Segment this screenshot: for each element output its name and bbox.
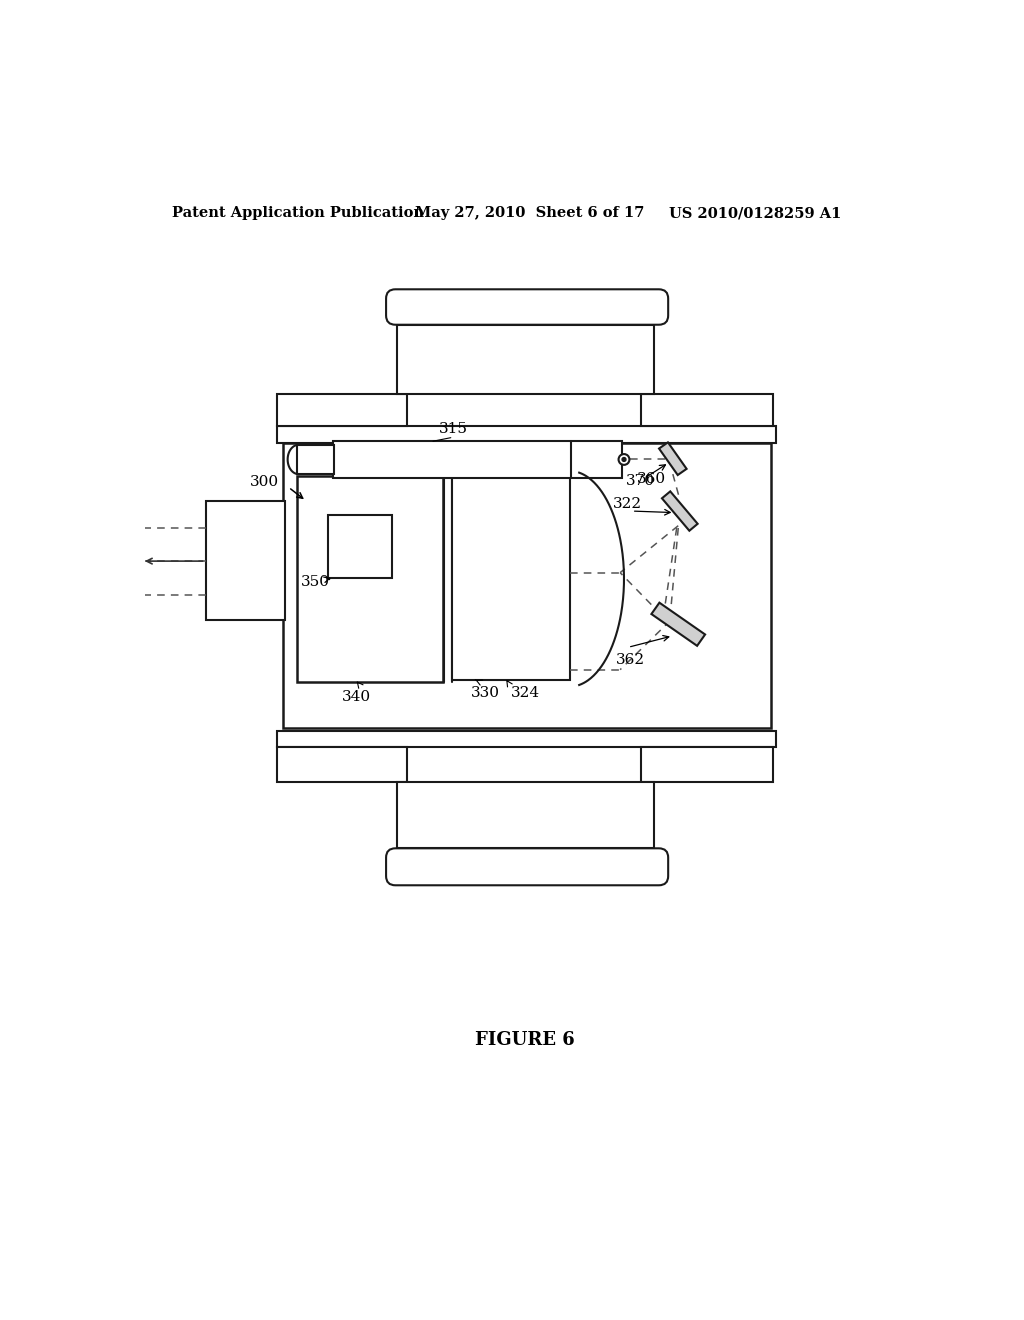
- Bar: [297, 445, 334, 474]
- Bar: [276, 426, 776, 444]
- Text: 362: 362: [616, 653, 645, 667]
- Text: FIGURE 6: FIGURE 6: [475, 1031, 574, 1049]
- Polygon shape: [651, 603, 706, 645]
- Bar: [641, 747, 773, 781]
- Text: 340: 340: [342, 689, 371, 704]
- Circle shape: [622, 458, 626, 462]
- Bar: [334, 441, 622, 478]
- Bar: [297, 475, 442, 682]
- Bar: [276, 395, 407, 426]
- Text: May 27, 2010  Sheet 6 of 17: May 27, 2010 Sheet 6 of 17: [415, 206, 644, 220]
- Bar: [328, 515, 391, 578]
- Text: Patent Application Publication: Patent Application Publication: [172, 206, 424, 220]
- Bar: [276, 730, 776, 747]
- Circle shape: [618, 454, 630, 465]
- FancyBboxPatch shape: [386, 849, 669, 886]
- Text: 330: 330: [471, 686, 501, 700]
- Bar: [276, 747, 407, 781]
- Text: 360: 360: [637, 471, 667, 486]
- Text: US 2010/0128259 A1: US 2010/0128259 A1: [669, 206, 842, 220]
- Bar: [206, 502, 285, 620]
- Text: 315: 315: [439, 421, 468, 436]
- Text: 324: 324: [511, 686, 540, 700]
- Bar: [452, 477, 569, 681]
- Bar: [641, 395, 773, 426]
- FancyBboxPatch shape: [386, 289, 669, 325]
- Polygon shape: [662, 491, 697, 531]
- Text: 322: 322: [613, 498, 642, 511]
- Bar: [397, 325, 654, 395]
- Text: 370: 370: [627, 474, 655, 488]
- Text: 350: 350: [300, 576, 330, 589]
- Bar: [283, 444, 771, 729]
- Polygon shape: [659, 442, 687, 475]
- Bar: [397, 781, 654, 847]
- Text: 300: 300: [250, 475, 280, 488]
